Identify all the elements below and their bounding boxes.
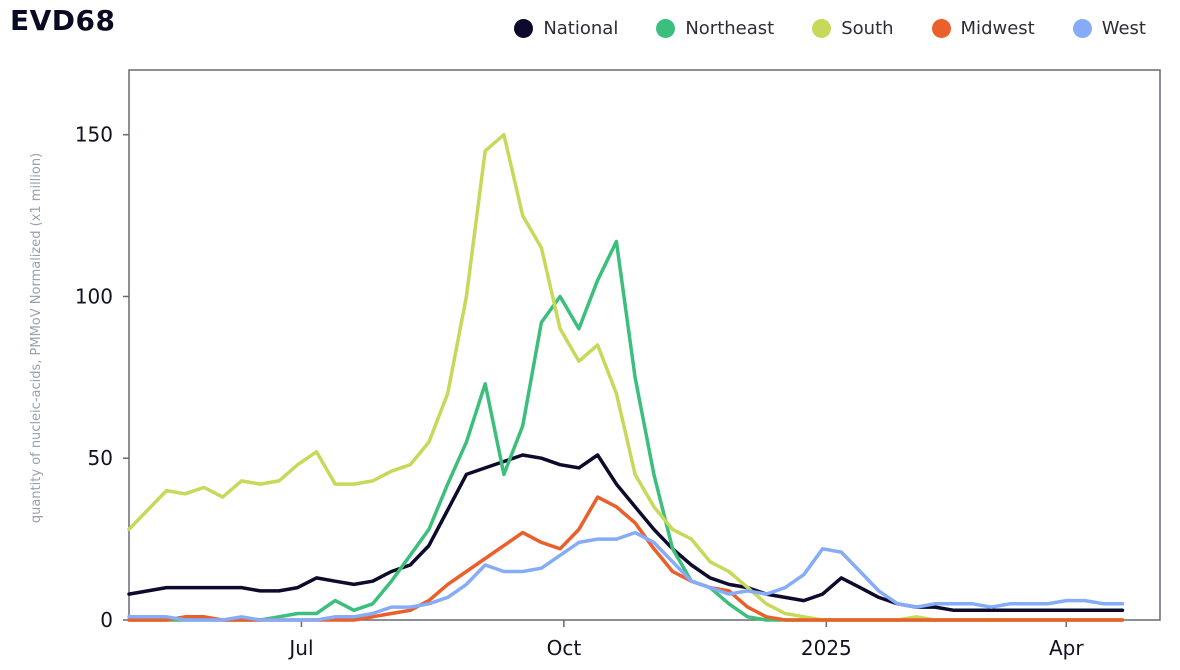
legend-swatch-west: [1072, 19, 1092, 38]
series-line-national[interactable]: [127, 453, 1125, 613]
legend-label-south: South: [841, 18, 894, 39]
series-line-west[interactable]: [127, 530, 1125, 622]
series-line-south[interactable]: [127, 132, 1125, 622]
x-tick-label: Jul: [287, 636, 313, 660]
legend-item-south[interactable]: South: [812, 18, 894, 39]
series-lines: [127, 132, 1125, 622]
legend-label-national: National: [543, 18, 619, 39]
y-tick-label: 50: [88, 446, 113, 470]
legend-swatch-national: [514, 19, 534, 38]
y-tick-label: 150: [75, 123, 113, 147]
x-axis: Jul Oct 2025 Apr: [287, 620, 1084, 660]
legend-item-northeast[interactable]: Northeast: [656, 18, 774, 39]
y-axis: 0 50 100 150: [75, 123, 129, 632]
legend-swatch-midwest: [931, 19, 951, 38]
legend-item-national[interactable]: National: [514, 18, 618, 39]
legend-item-west[interactable]: West: [1072, 18, 1146, 39]
x-tick-label: Apr: [1049, 636, 1084, 660]
x-tick-label: Oct: [547, 636, 582, 660]
x-tick-label: 2025: [801, 636, 852, 660]
legend-item-midwest[interactable]: Midwest: [931, 18, 1035, 39]
series-line-midwest[interactable]: [127, 495, 1125, 622]
legend-label-northeast: Northeast: [685, 18, 775, 39]
legend-swatch-south: [812, 19, 832, 38]
chart-title: EVD68: [10, 4, 116, 37]
y-axis-label: quantity of nucleic-acids, PMMoV Normali…: [29, 153, 44, 523]
plot-frame: [128, 69, 1161, 621]
legend-label-west: West: [1101, 18, 1146, 39]
legend-label-midwest: Midwest: [960, 18, 1035, 39]
legend-swatch-northeast: [656, 19, 676, 38]
chart-legend: National Northeast South Midwest West: [476, 18, 1146, 39]
y-tick-label: 100: [75, 284, 113, 308]
y-tick-label: 0: [100, 608, 113, 632]
